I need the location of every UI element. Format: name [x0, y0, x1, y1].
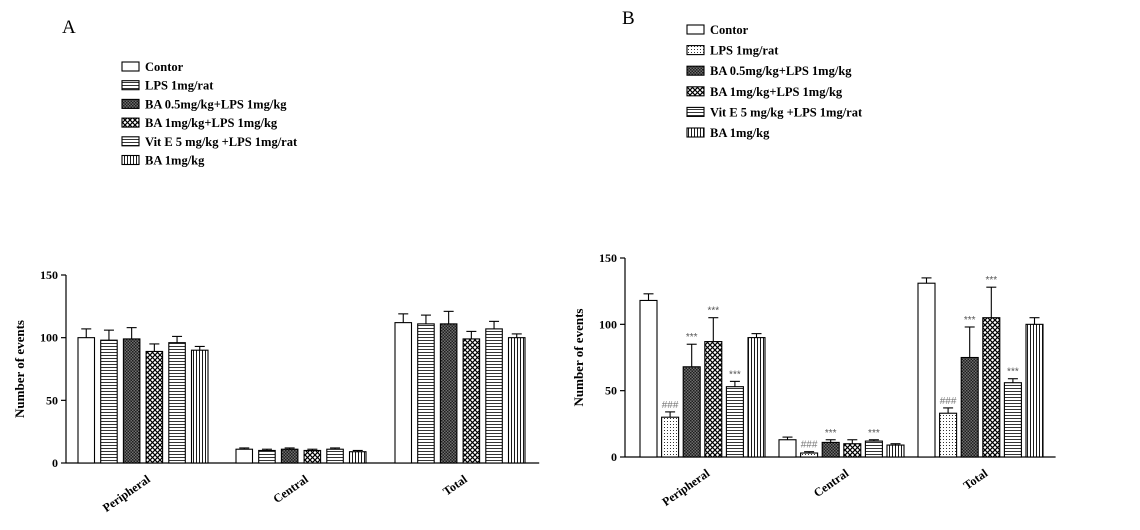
panel-a-legend-swatch-0: [121, 61, 140, 72]
panel-b-legend-swatch-5: [686, 127, 705, 138]
panel-a-legend: Contor LPS 1mg/rat BA 0.5mg/kg+LPS 1mg/kg B…: [121, 60, 298, 168]
panel-b-bar-peripheral-3: [704, 341, 723, 458]
panel-b-annotation-peripheral-2: ***: [686, 332, 698, 343]
panel-a-legend-entry-2: BA 0.5mg/kg+LPS 1mg/kg: [145, 97, 287, 111]
panel-b-legend-entry-0: Contor: [710, 23, 749, 37]
panel-b-legend-entry-1: LPS 1mg/rat: [710, 44, 779, 58]
panel-b-y-axis-title: Number of events: [571, 309, 586, 407]
panel-b-bar-central-4: [864, 440, 883, 458]
panel-a-legend-entry-5: BA 1mg/kg: [145, 154, 205, 168]
panel-a-category-label-central: Central: [270, 472, 311, 506]
panel-b-category-label-central: Central: [811, 466, 852, 500]
panel-b-bar-central-5: [886, 444, 905, 458]
panel-b-bar-total-0: [917, 282, 936, 458]
panel-b-annotation-central-2: ***: [825, 428, 837, 439]
panel-b-legend-swatch-0: [686, 24, 705, 35]
panel-a-legend-swatch-2: [121, 98, 140, 109]
panel-b-bar-total-2: [960, 356, 979, 458]
panel-b-annotation-total-2: ***: [964, 315, 976, 326]
panel-a-bar-total-1: [417, 323, 435, 464]
panel-b-bar-total-4: [1003, 382, 1022, 458]
panel-b-bar-peripheral-5: [747, 337, 766, 458]
panel-a-bar-peripheral-3: [145, 350, 164, 464]
panel-b-bar-central-3: [843, 443, 862, 458]
panel-a: A Contor LPS 1mg/rat BA 0.5mg/kg+LPS 1mg/k…: [12, 17, 540, 515]
panel-a-y-tick-label-0: 0: [52, 456, 58, 470]
panel-b-bar-central-0: [778, 439, 797, 458]
panel-b-annotation-total-1: ###: [940, 396, 957, 407]
panel-a-legend-swatch-1: [121, 80, 140, 91]
panel-b-legend-swatch-2: [686, 65, 705, 76]
panel-a-bar-peripheral-4: [168, 342, 186, 464]
panel-a-legend-swatch-5: [121, 154, 140, 166]
panel-b-y-tick-label-2: 100: [599, 317, 617, 331]
panel-a-legend-entry-1: LPS 1mg/rat: [145, 79, 214, 93]
panel-b-category-label-peripheral: Peripheral: [659, 466, 712, 509]
panel-b-bar-peripheral-4: [725, 386, 744, 458]
panel-a-bar-total-5: [507, 337, 526, 464]
panel-b-y-tick-label-1: 50: [605, 384, 617, 398]
panel-a-legend-entry-0: Contor: [145, 60, 184, 74]
panel-a-bar-central-2: [280, 448, 299, 464]
panel-a-bar-total-2: [439, 323, 458, 464]
panel-a-bar-peripheral-1: [100, 339, 118, 464]
panel-a-y-tick-label-1: 50: [46, 393, 58, 407]
panel-b-legend-swatch-4: [686, 106, 705, 117]
panel-a-category-label-total: Total: [440, 472, 470, 499]
panel-b-annotation-peripheral-3: ***: [707, 306, 719, 317]
panel-a-bar-peripheral-2: [122, 338, 141, 464]
panel-b-annotation-peripheral-4: ***: [729, 369, 741, 380]
panel-b-bar-peripheral-1: [661, 416, 680, 458]
panel-b-legend-swatch-3: [686, 86, 705, 97]
panel-a-label: A: [62, 17, 76, 38]
panel-b-y-tick-label-0: 0: [611, 450, 617, 464]
panel-b-bar-total-5: [1025, 323, 1044, 458]
panel-b-legend-entry-4: Vit E 5 mg/kg +LPS 1mg/rat: [710, 105, 863, 119]
panel-b-bar-peripheral-0: [639, 299, 658, 458]
panel-b-legend-swatch-1: [686, 45, 705, 56]
panel-b-bar-total-1: [939, 412, 958, 458]
panel-b-bar-central-2: [821, 441, 840, 458]
panel-b-legend-entry-2: BA 0.5mg/kg+LPS 1mg/kg: [710, 64, 852, 78]
panel-a-category-label-peripheral: Peripheral: [100, 472, 153, 515]
panel-a-plot: 0 50 100 150 Number of events Peripheral Centr…: [12, 268, 540, 515]
panel-a-bar-central-0: [235, 448, 254, 464]
panel-b-bar-central-1: [800, 452, 819, 458]
panel-b-category-label-total: Total: [961, 466, 991, 493]
panel-b-annotation-central-1: ###: [801, 440, 818, 451]
panel-a-bar-peripheral-5: [190, 349, 209, 464]
panel-b: B Contor LPS 1mg/rat BA 0.5mg/kg+LPS 1mg/k…: [571, 8, 1056, 509]
panel-a-bar-total-4: [485, 328, 503, 464]
panel-a-bar-central-1: [258, 449, 276, 464]
panel-b-y-tick-label-3: 150: [599, 251, 617, 265]
panel-a-bar-central-3: [303, 449, 322, 464]
panel-b-annotation-peripheral-1: ###: [662, 400, 679, 411]
panel-a-bar-central-5: [348, 451, 367, 464]
panel-a-legend-swatch-4: [121, 136, 140, 147]
panel-a-bar-peripheral-0: [77, 337, 96, 464]
panel-b-annotation-central-4: ***: [868, 428, 880, 439]
panel-b-legend-entry-3: BA 1mg/kg+LPS 1mg/kg: [710, 85, 843, 99]
panel-a-bar-total-0: [394, 322, 413, 464]
panel-a-legend-entry-3: BA 1mg/kg+LPS 1mg/kg: [145, 116, 278, 130]
panel-a-legend-swatch-3: [121, 117, 140, 128]
panel-b-label: B: [622, 8, 635, 29]
panel-a-bar-central-4: [326, 448, 344, 464]
panel-b-legend-entry-5: BA 1mg/kg: [710, 126, 770, 140]
panel-a-y-axis-title: Number of events: [12, 320, 27, 418]
panel-b-annotation-total-3: ***: [985, 275, 997, 286]
panel-a-bar-total-3: [462, 338, 481, 464]
panel-a-y-tick-label-2: 100: [40, 331, 58, 345]
panel-b-plot: 0 50 100 150 Number of events ### *** *** *** Per…: [571, 251, 1056, 509]
panel-b-annotation-total-4: ***: [1007, 367, 1019, 378]
panel-b-bar-peripheral-2: [682, 366, 701, 458]
panel-b-legend: Contor LPS 1mg/rat BA 0.5mg/kg+LPS 1mg/kg B…: [686, 23, 863, 140]
panel-a-legend-entry-4: Vit E 5 mg/kg +LPS 1mg/rat: [145, 135, 298, 149]
panel-a-y-tick-label-3: 150: [40, 268, 58, 282]
panel-b-bar-total-3: [982, 317, 1001, 458]
